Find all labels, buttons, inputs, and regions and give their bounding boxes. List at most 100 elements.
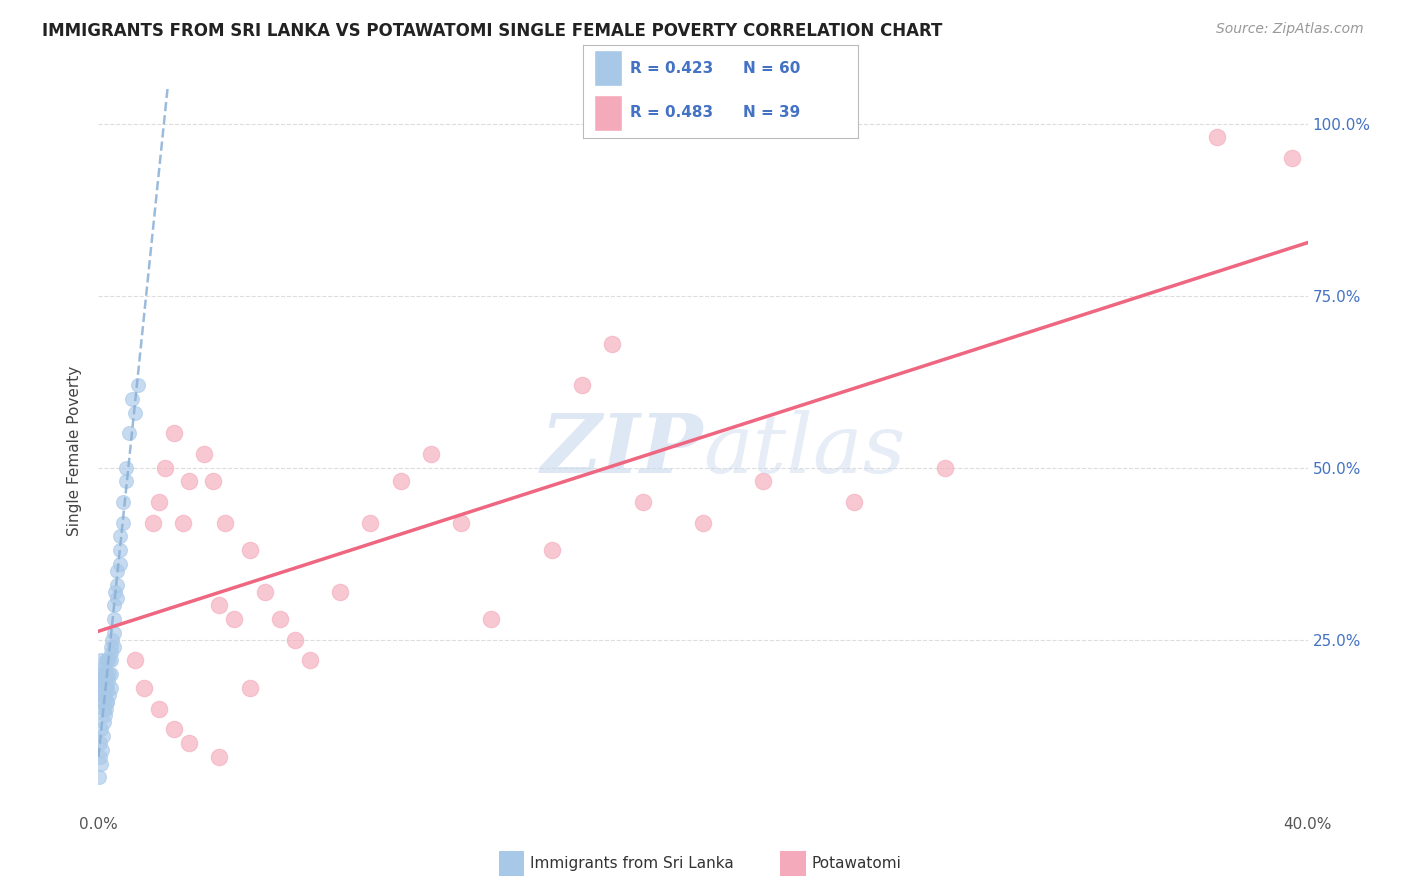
Point — [96, 695, 118, 709]
Point — [90, 756, 112, 771]
Point — [127, 378, 149, 392]
Point — [111, 495, 134, 509]
Point — [114, 475, 136, 489]
Point — [105, 591, 128, 606]
Point — [94, 708, 117, 723]
Point — [202, 475, 225, 489]
Point — [89, 749, 111, 764]
Point — [284, 632, 307, 647]
Point — [1206, 130, 1229, 145]
Point — [93, 701, 115, 715]
Point — [163, 722, 186, 736]
Point — [108, 529, 131, 543]
Point — [420, 447, 443, 461]
Point — [94, 701, 117, 715]
Point — [208, 599, 231, 613]
Text: Source: ZipAtlas.com: Source: ZipAtlas.com — [1216, 22, 1364, 37]
Point — [148, 701, 170, 715]
Point — [98, 653, 121, 667]
Point — [90, 653, 112, 667]
Point — [91, 667, 114, 681]
Point — [105, 577, 128, 591]
Point — [1281, 151, 1303, 165]
Text: Potawatomi: Potawatomi — [811, 856, 901, 871]
Point — [94, 667, 117, 681]
Point — [96, 667, 118, 681]
Point — [100, 640, 122, 654]
Point — [96, 681, 118, 695]
Point — [100, 653, 122, 667]
Point — [105, 564, 128, 578]
Point — [103, 612, 125, 626]
Point — [104, 584, 127, 599]
Point — [108, 557, 131, 571]
Point — [208, 749, 231, 764]
Point — [94, 688, 117, 702]
Text: R = 0.423: R = 0.423 — [630, 61, 713, 76]
Point — [299, 653, 322, 667]
Point — [93, 715, 115, 730]
Point — [179, 736, 201, 750]
Text: atlas: atlas — [703, 410, 905, 491]
Point — [93, 673, 115, 688]
Point — [97, 673, 120, 688]
Point — [214, 516, 236, 530]
Point — [142, 516, 165, 530]
Point — [98, 667, 121, 681]
Point — [118, 426, 141, 441]
Bar — [595, 50, 621, 86]
Point — [90, 667, 112, 681]
Point — [540, 543, 562, 558]
Point — [124, 406, 146, 420]
Point — [844, 495, 866, 509]
Point — [132, 681, 155, 695]
Point — [100, 681, 122, 695]
Point — [631, 495, 654, 509]
Point — [752, 475, 775, 489]
Point — [93, 660, 115, 674]
Point — [90, 743, 112, 757]
Point — [121, 392, 143, 406]
Point — [91, 695, 114, 709]
Text: ZIP: ZIP — [540, 410, 703, 491]
Point — [90, 695, 112, 709]
Point — [97, 688, 120, 702]
Point — [179, 475, 201, 489]
Point — [602, 336, 624, 351]
Y-axis label: Single Female Poverty: Single Female Poverty — [67, 366, 83, 535]
Point — [89, 770, 111, 784]
Point — [103, 625, 125, 640]
Point — [90, 722, 112, 736]
Point — [934, 460, 956, 475]
Point — [100, 667, 122, 681]
Point — [239, 681, 262, 695]
Point — [360, 516, 382, 530]
Point — [89, 736, 111, 750]
Point — [111, 516, 134, 530]
Point — [93, 681, 115, 695]
Point — [91, 688, 114, 702]
Point — [172, 516, 194, 530]
Point — [692, 516, 714, 530]
Point — [114, 460, 136, 475]
Point — [329, 584, 352, 599]
Point — [94, 653, 117, 667]
Text: IMMIGRANTS FROM SRI LANKA VS POTAWATOMI SINGLE FEMALE POVERTY CORRELATION CHART: IMMIGRANTS FROM SRI LANKA VS POTAWATOMI … — [42, 22, 942, 40]
Bar — [595, 95, 621, 131]
Point — [89, 681, 111, 695]
Point — [253, 584, 276, 599]
Point — [103, 599, 125, 613]
Point — [94, 681, 117, 695]
Point — [101, 632, 124, 647]
Point — [571, 378, 593, 392]
Point — [389, 475, 412, 489]
Point — [103, 640, 125, 654]
Point — [96, 653, 118, 667]
Point — [193, 447, 215, 461]
Point — [153, 460, 176, 475]
Point — [124, 653, 146, 667]
Point — [96, 695, 118, 709]
Point — [108, 543, 131, 558]
Point — [269, 612, 291, 626]
Point — [91, 729, 114, 743]
